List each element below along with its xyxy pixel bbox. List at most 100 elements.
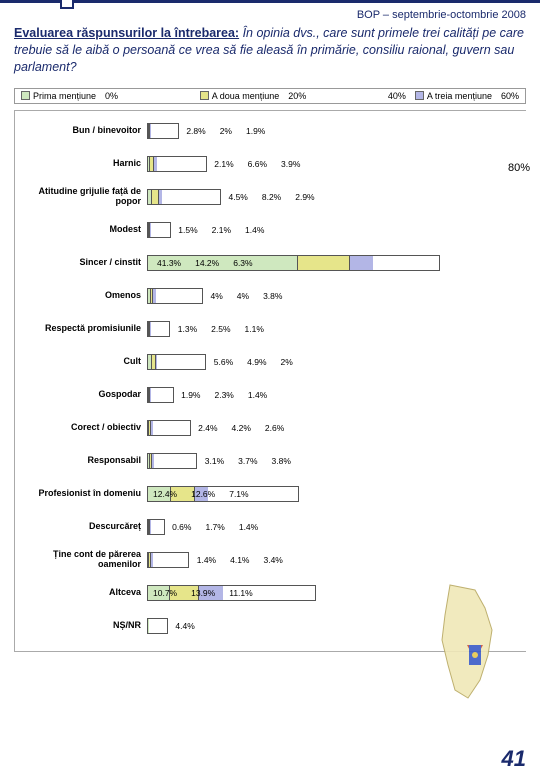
chart-row: Descurcăreț 0.6%1.7%1.4% bbox=[15, 511, 526, 544]
value-labels: 41.3%14.2%6.3% bbox=[157, 258, 253, 268]
value-label: 2.9% bbox=[295, 192, 314, 202]
legend-label: A doua mențiune bbox=[212, 91, 280, 101]
bar-area: 12.4%12.6%7.1% bbox=[147, 478, 526, 511]
value-label: 3.9% bbox=[281, 159, 300, 169]
moldova-map-icon bbox=[420, 580, 520, 710]
bar-segment bbox=[159, 190, 162, 204]
category-label: Harnic bbox=[15, 159, 147, 169]
value-label: 3.8% bbox=[272, 456, 291, 466]
category-label: Profesionist în domeniu bbox=[15, 489, 147, 499]
bar-segment bbox=[151, 553, 153, 567]
value-labels: 2.1% 6.6% 3.9% bbox=[214, 159, 300, 169]
value-label: 2.1% bbox=[214, 159, 233, 169]
category-label: Responsabil bbox=[15, 456, 147, 466]
chart-row: Responsabil3.1%3.7%3.8% bbox=[15, 445, 526, 478]
axis-tick: 0% bbox=[105, 91, 118, 101]
value-label: 4% bbox=[210, 291, 222, 301]
chart-row: Corect / obiectiv2.4%4.2%2.6% bbox=[15, 412, 526, 445]
legend-label: A treia mențiune bbox=[427, 91, 492, 101]
axis-tick: 60% bbox=[501, 91, 519, 101]
bar-segment bbox=[298, 256, 350, 270]
value-label: 6.6% bbox=[248, 159, 267, 169]
value-label: 1.4% bbox=[248, 390, 267, 400]
value-label: 14.2% bbox=[195, 258, 219, 268]
axis-tick: 40% bbox=[388, 91, 406, 101]
bar-area: 3.1%3.7%3.8% bbox=[147, 445, 526, 478]
chart-row: Modest1.5%2.1%1.4% bbox=[15, 214, 526, 247]
stacked-bar bbox=[147, 420, 191, 436]
category-label: Descurcăreț bbox=[15, 522, 147, 532]
chart-row: Ține cont de părerea oamenilor 1.4%4.1%3.… bbox=[15, 544, 526, 577]
bar-area: 2.4%4.2%2.6% bbox=[147, 412, 526, 445]
swatch-1 bbox=[21, 91, 30, 100]
chart-row: Bun / binevoitor 2.8%2%1.9% bbox=[15, 115, 526, 148]
value-labels: 1.3%2.5%1.1% bbox=[178, 324, 264, 334]
bar-area: 0.6%1.7%1.4% bbox=[147, 511, 526, 544]
bar-segment bbox=[154, 157, 157, 171]
legend: Prima mențiune 0% A doua mențiune 20% 40… bbox=[14, 88, 526, 104]
value-label: 12.6% bbox=[191, 489, 215, 499]
value-label: 1.3% bbox=[178, 324, 197, 334]
stacked-bar bbox=[147, 288, 203, 304]
value-label: 4.4% bbox=[175, 621, 194, 631]
bar-area: 1.9%2.3%1.4% bbox=[147, 379, 526, 412]
bar-area: 2.8%2%1.9% bbox=[147, 115, 526, 148]
value-label: 1.4% bbox=[239, 522, 258, 532]
value-label: 4.2% bbox=[232, 423, 251, 433]
value-labels: 1.9%2.3%1.4% bbox=[181, 390, 267, 400]
value-label: 2.1% bbox=[212, 225, 231, 235]
bar-segment bbox=[152, 454, 154, 468]
value-label: 7.1% bbox=[229, 489, 248, 499]
value-label: 1.4% bbox=[197, 555, 216, 565]
bar-segment bbox=[152, 190, 159, 204]
value-labels: 2.8%2%1.9% bbox=[186, 126, 265, 136]
value-labels: 4% 4% 3.8% bbox=[210, 291, 282, 301]
value-labels: 5.6%4.9%2% bbox=[214, 357, 293, 367]
stacked-bar-chart: Bun / binevoitor 2.8%2%1.9% Harnic 2.1% 6.6%… bbox=[14, 110, 526, 652]
chart-row: Atitudine grijulie față de popor4.5%8.2%… bbox=[15, 181, 526, 214]
bar-segment bbox=[151, 421, 152, 435]
bar-segment bbox=[148, 619, 149, 633]
value-label: 0.6% bbox=[172, 522, 191, 532]
value-label: 4.9% bbox=[247, 357, 266, 367]
stacked-bar bbox=[147, 552, 189, 568]
chart-row: Cult5.6%4.9%2% bbox=[15, 346, 526, 379]
chart-row: Gospodar1.9%2.3%1.4% bbox=[15, 379, 526, 412]
stacked-bar bbox=[147, 453, 197, 469]
value-labels: 2.4%4.2%2.6% bbox=[198, 423, 284, 433]
value-label: 3.8% bbox=[263, 291, 282, 301]
value-label: 1.4% bbox=[245, 225, 264, 235]
value-label: 13.9% bbox=[191, 588, 215, 598]
value-label: 5.6% bbox=[214, 357, 233, 367]
category-label: Ține cont de părerea oamenilor bbox=[15, 550, 147, 570]
value-labels: 12.4%12.6%7.1% bbox=[153, 489, 249, 499]
legend-item: 40% A treia mențiune 60% bbox=[388, 91, 519, 101]
value-labels: 4.5%8.2%2.9% bbox=[228, 192, 314, 202]
legend-item: Prima mențiune 0% bbox=[21, 91, 118, 101]
category-label: Altceva bbox=[15, 588, 147, 598]
category-label: NȘ/NR bbox=[15, 621, 147, 631]
value-labels: 0.6%1.7%1.4% bbox=[172, 522, 258, 532]
value-label: 1.5% bbox=[178, 225, 197, 235]
bar-area: 1.5% 2.1% 1.4% bbox=[147, 214, 526, 247]
value-label: 10.7% bbox=[153, 588, 177, 598]
value-labels: 1.5% 2.1% 1.4% bbox=[178, 225, 264, 235]
value-label: 4% bbox=[237, 291, 249, 301]
value-label: 1.9% bbox=[246, 126, 265, 136]
value-labels: 1.4%4.1%3.4% bbox=[197, 555, 283, 565]
value-label: 1.1% bbox=[245, 324, 264, 334]
category-label: Bun / binevoitor bbox=[15, 126, 147, 136]
title-lead: Evaluarea răspunsurilor la întrebarea: bbox=[14, 26, 239, 40]
bar-area: 2.1% 6.6% 3.9% bbox=[147, 148, 526, 181]
stacked-bar bbox=[147, 222, 171, 238]
bar-area: 4.5%8.2%2.9% bbox=[147, 181, 526, 214]
chart-row: Respectă promisiunile1.3%2.5%1.1% bbox=[15, 313, 526, 346]
value-labels: 4.4% bbox=[175, 621, 194, 631]
category-label: Cult bbox=[15, 357, 147, 367]
stacked-bar bbox=[147, 156, 207, 172]
value-label: 3.7% bbox=[238, 456, 257, 466]
value-label: 3.4% bbox=[263, 555, 282, 565]
chart-row: Harnic 2.1% 6.6% 3.9% bbox=[15, 148, 526, 181]
survey-tag: BOP – septembrie-octombrie 2008 bbox=[14, 9, 526, 21]
bar-segment bbox=[150, 124, 151, 138]
